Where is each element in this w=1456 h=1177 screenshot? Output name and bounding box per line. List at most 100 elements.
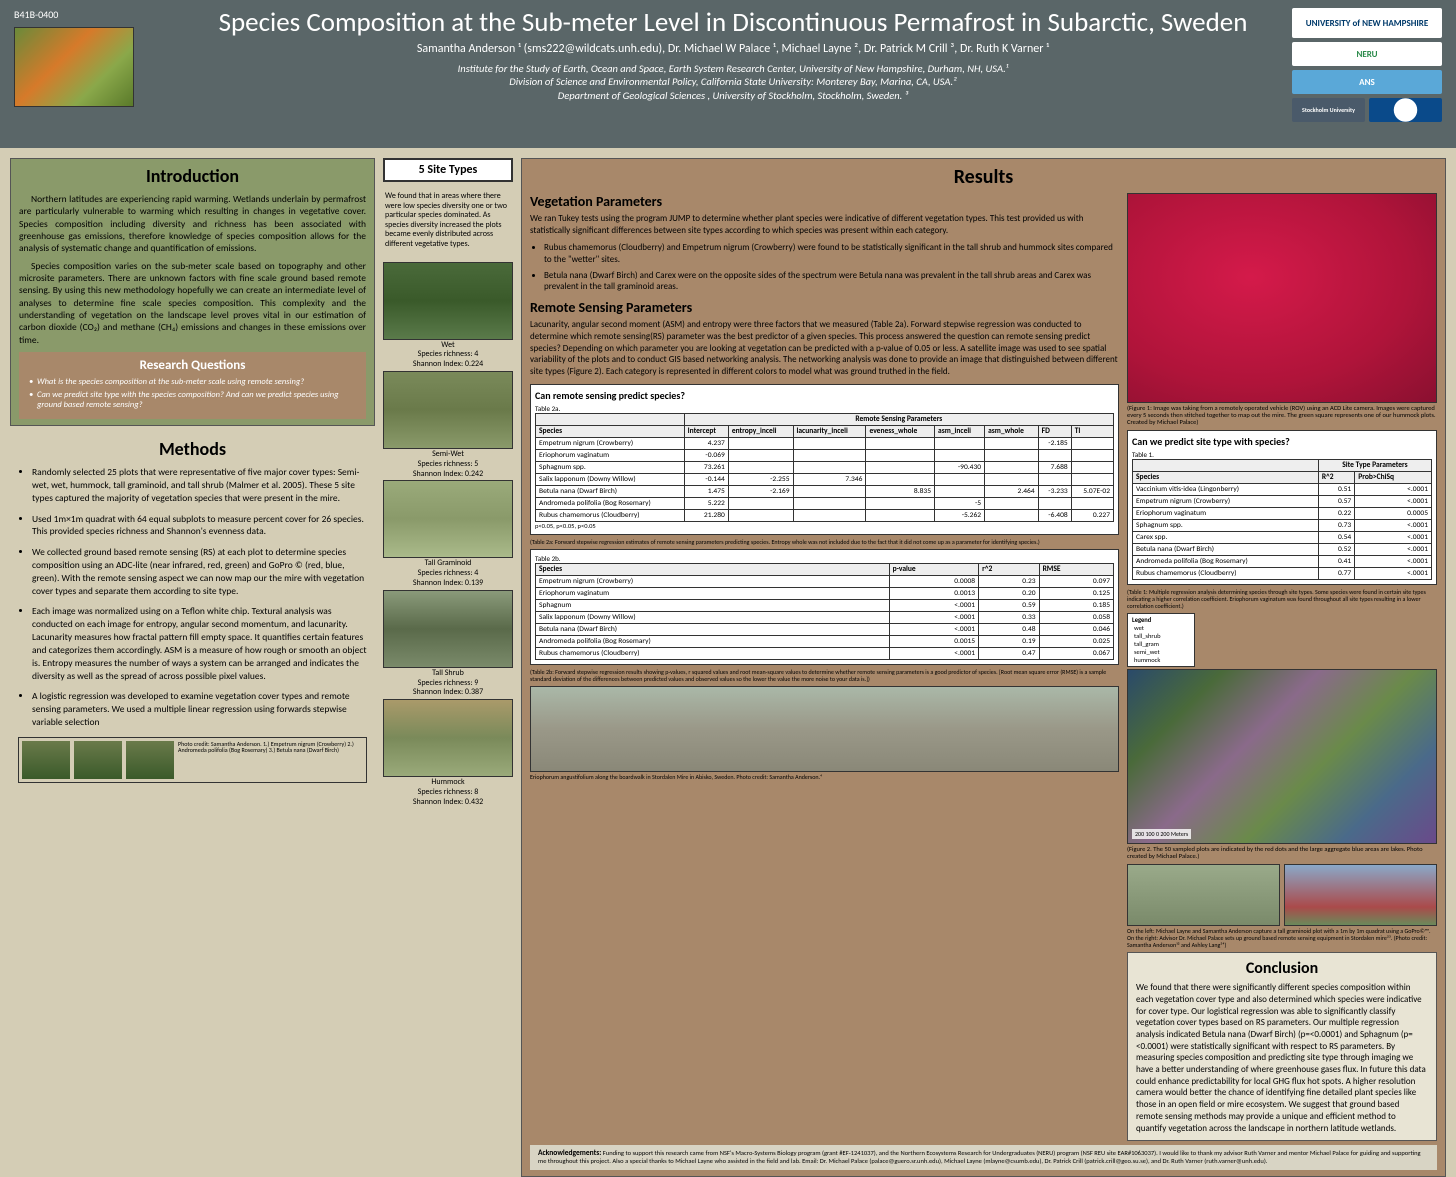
table-2b: Speciesp-valuer^2RMSEEmpetrum nigrum (Cr…: [535, 563, 1114, 660]
table-2b-label: Table 2b.: [535, 554, 1114, 563]
legend-item: tall_shrub: [1132, 632, 1190, 640]
site-richness: Species richness: 8: [383, 788, 513, 797]
table-1: Site Type ParametersSpeciesR^2Prob>ChiSq…: [1132, 459, 1432, 580]
table-2a-title: Can remote sensing predict species?: [535, 389, 1114, 402]
ack-text: Funding to support this research came fr…: [538, 1149, 1421, 1165]
methods-item: A logistic regression was developed to e…: [32, 690, 367, 728]
results-title: Results: [530, 165, 1437, 189]
table-1-caption: (Table 1: Multiple regression analysis d…: [1127, 589, 1437, 609]
site-shannon: Shannon Index: 0.242: [383, 470, 513, 479]
poster-header: B41B-0400 Species Composition at the Sub…: [0, 0, 1456, 148]
site-name: Tall Graminoid: [383, 559, 513, 568]
legend-item: semi_wet: [1132, 648, 1190, 656]
veg-bullet: Rubus chamemorus (Cloudberry) and Empetr…: [544, 242, 1119, 265]
logos: UNIVERSITY of NEW HAMPSHIRE NERU ANS Sto…: [1292, 8, 1442, 140]
methods-item: Each image was normalized using on a Tef…: [32, 605, 367, 682]
site-name: Hummock: [383, 778, 513, 787]
site-shannon: Shannon Index: 0.387: [383, 688, 513, 697]
legend-item: tall_gram: [1132, 640, 1190, 648]
map-caption: (Figure 2. The 50 sampled plots are indi…: [1127, 846, 1437, 860]
veg-params-text: We ran Tukey tests using the program JUM…: [530, 213, 1119, 236]
thumb-1: [22, 741, 70, 779]
thumb-2: [74, 741, 122, 779]
table-2a-footer: p<0.05, p<0.05, p<0.05: [535, 522, 1114, 530]
results-section: Results Vegetation Parameters We ran Tuk…: [521, 158, 1446, 1177]
site-name: Semi-Wet: [383, 450, 513, 459]
site-richness: Species richness: 5: [383, 460, 513, 469]
table-1-box: Can we predict site type with species? T…: [1127, 430, 1437, 585]
rq-1: What is the species composition at the s…: [29, 377, 356, 387]
table-2a-box: Can remote sensing predict species? Tabl…: [530, 384, 1119, 535]
introduction-section: Introduction Northern latitudes are expe…: [10, 158, 375, 426]
site-image: [383, 480, 513, 558]
methods-thumbs: Photo credit: Samantha Anderson. 1.) Emp…: [18, 737, 367, 783]
sitetypes-intro: We found that in areas where there were …: [383, 188, 513, 254]
poster-title: Species Composition at the Sub-meter Lev…: [194, 8, 1272, 38]
legend-item: wet: [1132, 624, 1190, 632]
affiliation-2: Division of Science and Environmental Po…: [194, 75, 1272, 89]
map-scale: 200 100 0 200 Meters: [1132, 829, 1191, 839]
site-image: [383, 699, 513, 777]
poster-number: B41B-0400: [14, 8, 174, 21]
conclusion-title: Conclusion: [1136, 959, 1428, 978]
affiliation-1: Institute for the Study of Earth, Ocean …: [194, 62, 1272, 76]
table-2b-box: Table 2b. Speciesp-valuer^2RMSEEmpetrum …: [530, 549, 1119, 665]
thumb-3: [126, 741, 174, 779]
methods-section: Methods Randomly selected 25 plots that …: [10, 432, 375, 789]
rq-title: Research Questions: [29, 358, 356, 373]
authors: Samantha Anderson ¹ (sms222@wildcats.unh…: [194, 42, 1272, 56]
acknowledgements: Acknowledgements: Funding to support thi…: [530, 1145, 1437, 1170]
field-photo-right: [1284, 864, 1437, 926]
introduction-title: Introduction: [19, 165, 366, 187]
site-name: Tall Shrub: [383, 669, 513, 678]
sat-caption: (Figure 1: Image was taking from a remot…: [1127, 405, 1437, 426]
affiliation-3: Department of Geological Sciences , Univ…: [194, 89, 1272, 103]
methods-item: Used 1m×1m quadrat with 64 equal subplot…: [32, 513, 367, 539]
rs-params-title: Remote Sensing Parameters: [530, 299, 1119, 316]
site-richness: Species richness: 4: [383, 350, 513, 359]
thumb-caption: Photo credit: Samantha Anderson. 1.) Emp…: [178, 741, 363, 779]
conclusion-text: We found that there were significantly d…: [1136, 982, 1428, 1134]
header-field-photo: [14, 27, 134, 107]
logo-ans: ANS: [1292, 70, 1442, 94]
site-image: [383, 371, 513, 449]
methods-title: Methods: [18, 438, 367, 460]
table-2a: Remote Sensing ParametersSpeciesIntercep…: [535, 413, 1114, 522]
site-shannon: Shannon Index: 0.224: [383, 360, 513, 369]
table-2b-caption: (Table 2b: Forward stepwise regression r…: [530, 669, 1119, 682]
logo-neru: NERU: [1292, 42, 1442, 66]
table-1-label: Table 1.: [1132, 450, 1432, 459]
intro-p1: Northern latitudes are experiencing rapi…: [19, 193, 366, 255]
table-2a-label: Table 2a.: [535, 404, 1114, 413]
methods-item: Randomly selected 25 plots that were rep…: [32, 466, 367, 504]
table-2a-caption: (Table 2a: Forward stepwise regression e…: [530, 539, 1119, 546]
site-image: [383, 262, 513, 340]
logo-nsf: [1369, 98, 1442, 122]
veg-bullet: Betula nana (Dwarf Birch) and Carex were…: [544, 270, 1119, 293]
logo-stockholm: Stockholm University: [1292, 98, 1365, 122]
table-1-title: Can we predict site type with species?: [1132, 435, 1432, 448]
field-caption: On the left: Michael Layne and Samantha …: [1127, 928, 1437, 948]
map-legend: Legend wettall_shrubtall_gramsemi_wethum…: [1127, 613, 1195, 667]
site-image: [383, 590, 513, 668]
site-types-column: 5 Site Types We found that in areas wher…: [383, 158, 513, 1082]
legend-item: hummock: [1132, 656, 1190, 664]
satellite-image: [1127, 193, 1437, 403]
site-shannon: Shannon Index: 0.432: [383, 798, 513, 807]
field-photo-left: [1127, 864, 1280, 926]
methods-item: We collected ground based remote sensing…: [32, 546, 367, 597]
site-richness: Species richness: 4: [383, 569, 513, 578]
map-figure-2: 200 100 0 200 Meters: [1127, 669, 1437, 844]
logo-unh: UNIVERSITY of NEW HAMPSHIRE: [1292, 8, 1442, 38]
site-shannon: Shannon Index: 0.139: [383, 579, 513, 588]
rs-params-text: Lacunarity, angular second moment (ASM) …: [530, 319, 1119, 377]
site-richness: Species richness: 9: [383, 679, 513, 688]
intro-p2: Species composition varies on the sub-me…: [19, 260, 366, 346]
boardwalk-photo: [530, 686, 1119, 772]
boardwalk-caption: Eriophorum angustifolium along the board…: [530, 774, 1119, 781]
veg-params-title: Vegetation Parameters: [530, 193, 1119, 210]
sitetypes-header: 5 Site Types: [383, 158, 513, 182]
field-photos: [1127, 864, 1437, 926]
research-questions: Research Questions What is the species c…: [19, 352, 366, 419]
rq-2: Can we predict site type with the specie…: [29, 390, 356, 410]
